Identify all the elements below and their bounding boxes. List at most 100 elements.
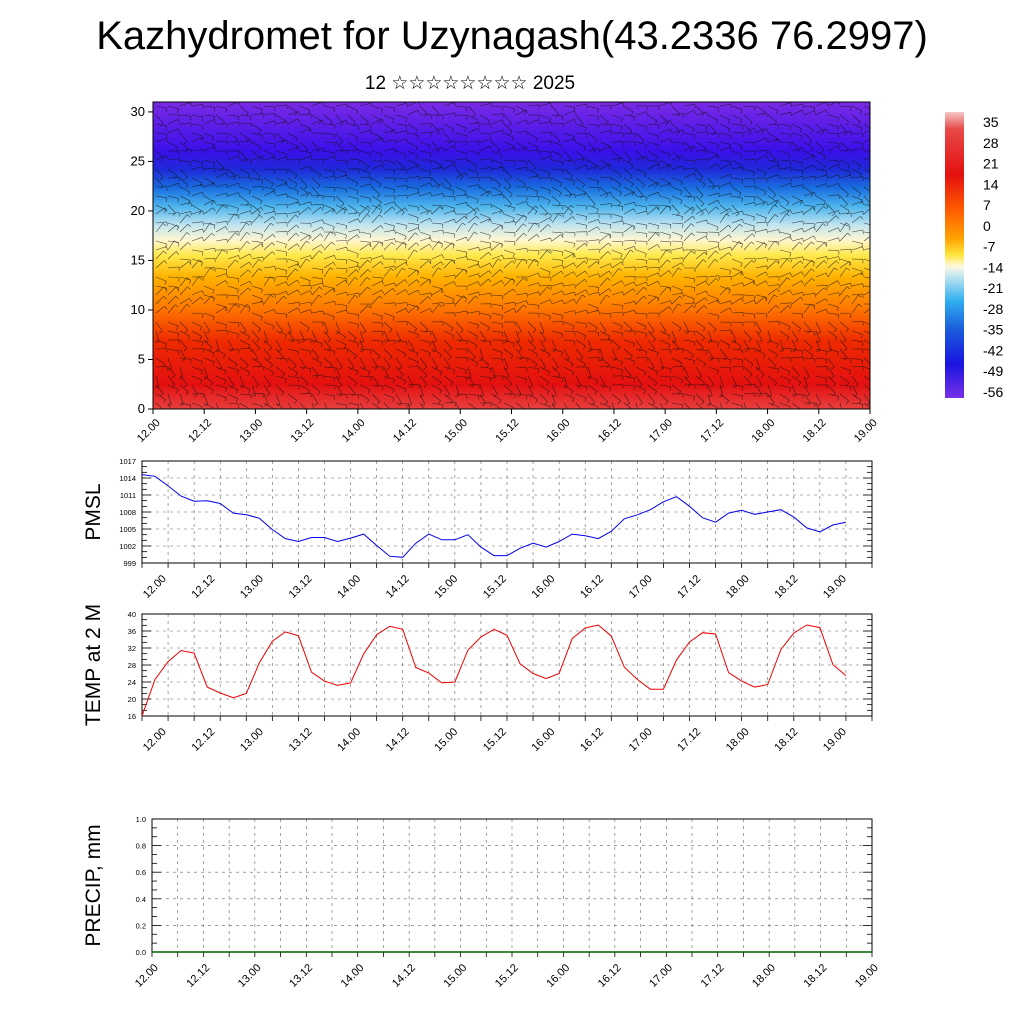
wind-barb (683, 294, 695, 303)
wind-barb (431, 146, 444, 152)
wind-barb (287, 330, 295, 343)
wind-barb (647, 232, 659, 242)
wind-barb (863, 177, 870, 180)
wind-barb (191, 249, 204, 256)
wind-barb (659, 300, 672, 305)
wind-barb (623, 208, 636, 215)
wind-barb (275, 231, 288, 236)
wind-barb (635, 111, 648, 116)
colorbar-label: 0 (983, 218, 991, 234)
wind-barb (371, 375, 379, 388)
wind-barb (803, 132, 813, 144)
x-tick-label: 17.12 (675, 573, 703, 601)
wind-barb (239, 393, 252, 399)
wind-barb (263, 216, 276, 224)
wind-barb (347, 249, 359, 258)
wind-barb (611, 204, 624, 211)
wind-barb (179, 366, 184, 379)
wind-barb (491, 186, 502, 196)
wind-barb (491, 254, 504, 260)
wind-barbs (155, 102, 870, 409)
wind-barb (551, 122, 564, 128)
wind-barb (731, 241, 743, 251)
wind-barb (827, 292, 840, 297)
colorbar-label: -14 (983, 259, 1003, 275)
wind-barb (467, 339, 478, 350)
wind-barb (215, 105, 228, 113)
wind-barb (395, 267, 406, 278)
wind-barb (383, 312, 395, 321)
wind-barb (251, 285, 263, 294)
wind-barb (263, 276, 274, 287)
wind-barb (515, 247, 528, 253)
wind-barb (467, 321, 479, 329)
wind-barb (659, 231, 671, 240)
wind-barb (683, 302, 696, 307)
wind-barb (767, 240, 780, 246)
wind-barb (479, 132, 492, 138)
wind-barb (443, 231, 456, 239)
wind-barb (575, 231, 588, 236)
wind-barb (863, 285, 870, 288)
wind-barb (563, 366, 575, 376)
wind-barb (299, 375, 309, 387)
wind-barb (779, 102, 792, 107)
wind-barb (515, 223, 527, 233)
wind-barb (431, 267, 442, 278)
x-tick-label: 16.12 (596, 962, 624, 990)
wind-barb (767, 288, 780, 296)
wind-barb (599, 270, 612, 278)
wind-barb (719, 213, 730, 224)
wind-barb (491, 312, 503, 320)
wind-barb (311, 203, 324, 209)
wind-barb (599, 176, 612, 182)
wind-barb (527, 159, 537, 171)
wind-barb (491, 177, 501, 189)
wind-barb (323, 366, 336, 372)
wind-barb (683, 330, 696, 336)
wind-barb (599, 242, 612, 251)
wind-barb (239, 114, 252, 121)
wind-barb (731, 365, 744, 371)
wind-barb (803, 154, 816, 161)
wind-barb (215, 114, 225, 126)
wind-barb (599, 159, 611, 169)
wind-barb (335, 222, 347, 230)
wind-barb (443, 321, 454, 332)
wind-barb (239, 139, 252, 145)
wind-barb (803, 222, 816, 228)
wind-barb (707, 375, 715, 388)
wind-barb (743, 383, 756, 389)
wind-barb (839, 366, 851, 375)
wind-barb (851, 384, 858, 397)
x-tick-label: 15.12 (481, 726, 509, 754)
wind-barb (479, 270, 492, 278)
wind-barb (251, 375, 260, 388)
wind-barb (251, 301, 264, 306)
wind-barb (695, 195, 705, 207)
wind-barb (479, 292, 492, 298)
wind-barb (827, 321, 837, 333)
wind-barb (671, 292, 684, 297)
wind-barb (515, 300, 528, 305)
wind-barb (575, 213, 587, 221)
wind-barb (227, 213, 240, 219)
wind-barb (647, 366, 659, 376)
wind-barb (155, 204, 167, 214)
wind-barb (731, 141, 743, 150)
wind-barb (551, 204, 564, 210)
wind-barb (659, 330, 671, 340)
wind-barb (263, 242, 276, 251)
wind-barb (683, 123, 695, 133)
heatmap-x-tick-label: 18.12 (801, 417, 829, 445)
wind-barb (251, 206, 264, 215)
wind-barb (503, 168, 512, 181)
wind-barb (659, 249, 670, 260)
wind-barb (755, 384, 762, 397)
wind-barb (647, 312, 660, 318)
wind-barb (731, 311, 744, 317)
wind-barb (407, 227, 420, 233)
wind-barb (311, 294, 322, 305)
wind-barb (623, 276, 636, 281)
wind-barb (515, 146, 528, 152)
